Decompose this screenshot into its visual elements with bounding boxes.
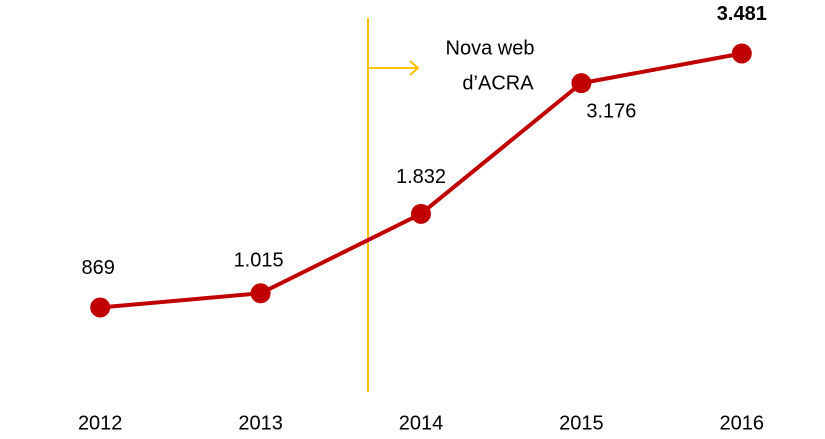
data-label: 3.176 [586, 100, 636, 122]
data-label: 1.015 [234, 250, 284, 272]
x-tick-label: 2015 [559, 412, 604, 434]
x-tick-label: 2014 [399, 412, 444, 434]
x-tick-label: 2013 [238, 412, 283, 434]
data-label: 3.481 [717, 3, 767, 25]
data-label: 1.832 [396, 166, 446, 188]
point [90, 297, 111, 318]
x-tick-label: 2012 [78, 412, 123, 434]
point [731, 43, 752, 64]
annotation-arrowhead [409, 60, 420, 76]
x-tick-label: 2016 [720, 412, 765, 434]
annotation-text: Nova web [446, 37, 535, 59]
annotation-text: d’ACRA [462, 72, 534, 94]
point [250, 283, 271, 304]
point [411, 203, 431, 224]
data-label: 869 [82, 257, 115, 279]
point [571, 73, 592, 94]
